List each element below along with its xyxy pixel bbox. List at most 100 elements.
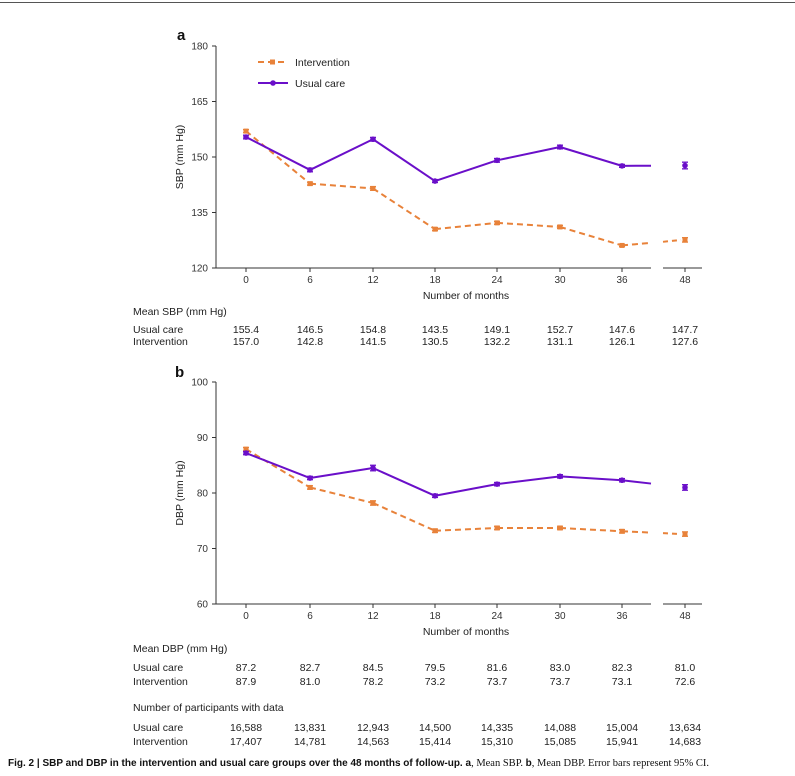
panel-b-intervention-point: [557, 525, 563, 531]
panel-b-table-values: 87.2 82.7 84.5 79.5 81.6 83.0 82.3 81.0 87.9 81.0…: [236, 662, 696, 688]
panel-a-x-tick-label: 18: [429, 275, 441, 286]
panel-a-usual-care-point: [557, 144, 563, 150]
panel-b-usual-care-point: [619, 477, 625, 484]
panel-b-usual-care-segment: [309, 467, 374, 480]
panel-b-table-cell: 79.5: [425, 662, 446, 674]
panel-a-table-values: 155.4 146.5 154.8 143.5 149.1 152.7 147.6 147.7…: [233, 324, 698, 348]
panel-a-usual-care-point: [682, 162, 688, 169]
panel-a-x-tick-label: 6: [307, 275, 313, 286]
panel-a-intervention-segment: [434, 221, 498, 231]
figure-caption: Fig. 2 | SBP and DBP in the intervention…: [8, 757, 793, 770]
panel-a-intervention-point: [682, 237, 688, 243]
panel-a-usual-care-segment: [309, 138, 374, 171]
participants-table-cell: 15,414: [419, 736, 451, 748]
panel-a-x-tick-label: 12: [367, 275, 379, 286]
panel-a-axes: 120 135 150 165 180 0 6 12 18 24 30 36 48: [191, 41, 702, 286]
panel-b-table-cell: 73.7: [550, 676, 571, 688]
panel-b-table-cell: 73.7: [487, 676, 508, 688]
panel-a-table-cell: 147.7: [672, 324, 698, 336]
participants-table-cell: 15,004: [606, 722, 638, 734]
panel-b-row-label-intervention: Intervention: [133, 676, 188, 688]
panel-b-usual-care-point: [494, 481, 500, 487]
panel-b-usual-care-segment: [434, 483, 498, 497]
panel-b-intervention-segment: [372, 502, 436, 532]
panel-a-table-cell: 126.1: [609, 336, 635, 348]
panel-a-table-cell: 127.6: [672, 336, 698, 348]
panel-b-table-cell: 73.1: [612, 676, 633, 688]
panel-b-table-cell: 87.2: [236, 662, 257, 674]
panel-b-intervention-segment: [559, 526, 623, 533]
participants-table-cell: 15,310: [481, 736, 513, 748]
panel-b-usual-care-segment: [372, 467, 436, 497]
panel-b-y-tick-label: 100: [191, 378, 208, 389]
panel-a-axis-break-gap: [651, 41, 663, 268]
panel-a-table-cell: 132.2: [484, 336, 510, 348]
caption-a-letter: a: [465, 758, 472, 769]
panel-a-intervention-segment: [372, 187, 436, 230]
panel-b-intervention-segment: [245, 448, 311, 489]
panel-a-usual-care-point: [243, 134, 249, 140]
panel-a-table-cell: 141.5: [360, 336, 386, 348]
panel-a-xlabel: Number of months: [423, 290, 509, 302]
panel-a-intervention-segment: [245, 130, 311, 185]
panel-a-usual-care-segment: [434, 159, 498, 182]
panel-a-table-cell: 154.8: [360, 324, 386, 336]
panel-b-intervention-segment: [434, 526, 498, 532]
panel-a-usual-care-point: [432, 178, 438, 184]
panel-b-x-tick-label: 0: [243, 611, 249, 622]
panel-a-y-tick-label: 150: [191, 153, 208, 164]
panel-a-intervention-point: [557, 224, 563, 230]
panel-b-x-tick-label: 12: [367, 611, 379, 622]
panel-a-intervention-segment: [496, 221, 561, 228]
panel-a-table-cell: 142.8: [297, 336, 323, 348]
panel-a-intervention-segment: [621, 241, 652, 247]
panel-b-intervention-segment: [662, 532, 682, 536]
panel-a-intervention-point: [432, 226, 438, 232]
panel-a-ylabel: SBP (mm Hg): [174, 125, 186, 190]
panel-a-series: [243, 128, 688, 248]
legend: Intervention Usual care: [258, 57, 350, 90]
panel-b-intervention-segment: [621, 530, 652, 534]
participants-table-cell: 14,563: [357, 736, 389, 748]
panel-b-ylabel: DBP (mm Hg): [174, 460, 186, 525]
panel-a-table-cell: 130.5: [422, 336, 448, 348]
panel-b-usual-care-segment: [245, 452, 311, 479]
panel-b-usual-care-point: [682, 484, 688, 491]
legend-usual-care-marker: [270, 80, 276, 86]
panel-a-intervention-point: [243, 128, 249, 134]
panel-b-table-cell: 81.0: [300, 676, 321, 688]
panel-b-x-tick-label: 18: [429, 611, 441, 622]
panel-b-table-cell: 81.6: [487, 662, 508, 674]
panel-b-axis-break-gap: [651, 377, 663, 604]
panel-a-intervention-segment: [559, 225, 623, 247]
panel-a-x-tick-label: 30: [554, 275, 566, 286]
panel-b-table-cell: 81.0: [675, 662, 696, 674]
panel-a-intervention-point: [494, 220, 500, 226]
panel-b-x-tick-label: 36: [616, 611, 628, 622]
caption-label: Fig. 2 |: [8, 758, 43, 769]
panel-a-intervention-point: [370, 185, 376, 191]
panel-b-usual-care-point: [557, 473, 563, 480]
panel-b-x-tick-label: 48: [679, 611, 691, 622]
panel-b-table-cell: 84.5: [363, 662, 384, 674]
panel-a-intervention-point: [619, 242, 625, 248]
panel-a-usual-care-point: [494, 157, 500, 164]
participants-table-cell: 14,335: [481, 722, 513, 734]
panel-a-table-cell: 157.0: [233, 336, 259, 348]
panel-a-table-cell: 131.1: [547, 336, 573, 348]
participants-row-label-usual: Usual care: [133, 722, 183, 734]
panel-b-usual-care-point: [243, 450, 249, 456]
panel-a-y-tick-label: 165: [191, 97, 208, 108]
panel-b-table-cell: 78.2: [363, 676, 384, 688]
panel-a-usual-care-point: [370, 136, 376, 143]
panel-a-usual-care-segment: [559, 146, 623, 167]
participants-table-cell: 14,781: [294, 736, 326, 748]
panel-a-table-cell: 152.7: [547, 324, 573, 336]
panel-b-y-tick-label: 80: [197, 489, 209, 500]
panel-a-y-tick-label: 135: [191, 208, 208, 219]
panel-a-intervention-point: [307, 181, 313, 187]
panel-a-intervention-segment: [662, 238, 682, 243]
panel-b-table-title: Mean DBP (mm Hg): [133, 643, 227, 655]
legend-intervention-marker: [270, 59, 275, 65]
